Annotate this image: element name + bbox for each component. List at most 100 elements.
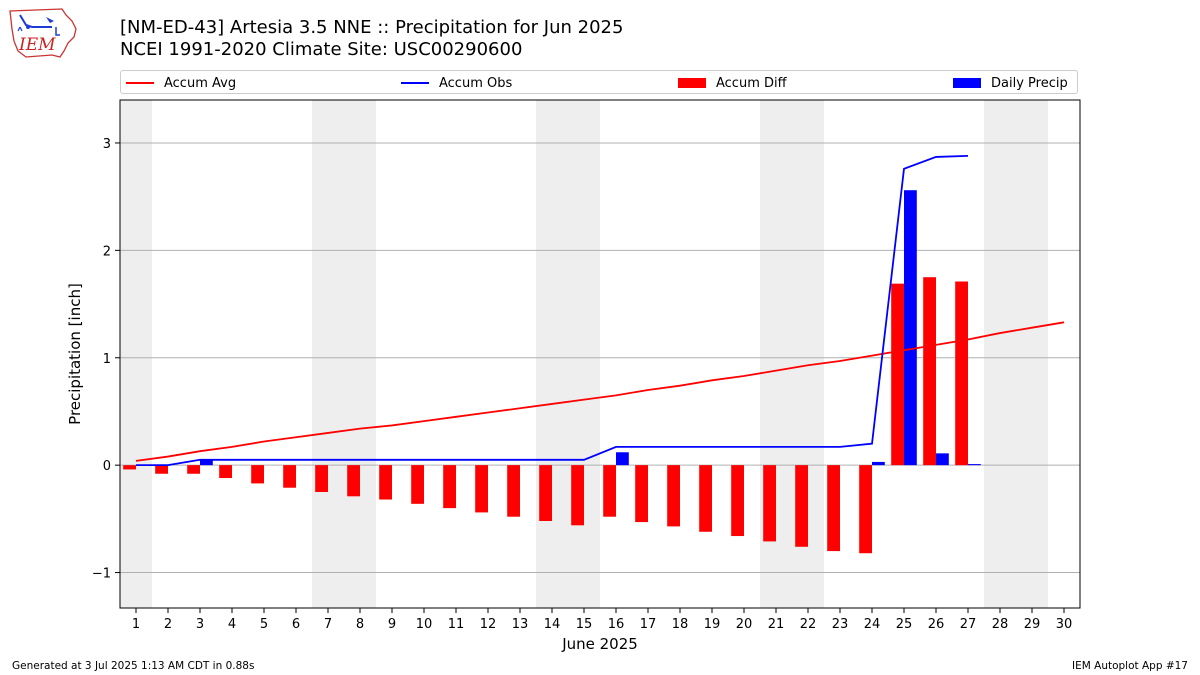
x-tick-label: 2 xyxy=(164,617,172,632)
x-tick-label: 21 xyxy=(768,617,785,632)
y-tick-label: 3 xyxy=(103,137,111,152)
weekend-band xyxy=(536,100,600,608)
x-axis-label: June 2025 xyxy=(561,635,638,653)
legend-label: Accum Obs xyxy=(439,75,513,91)
x-tick-label: 27 xyxy=(960,617,977,632)
accum-diff-bar xyxy=(699,465,712,532)
iem-logo: IEM xyxy=(9,8,77,58)
x-tick-label: 16 xyxy=(608,617,625,632)
x-tick-label: 20 xyxy=(736,617,753,632)
y-tick-label: 0 xyxy=(103,459,111,474)
legend-label: Accum Avg xyxy=(164,75,237,91)
x-tick-label: 26 xyxy=(928,617,945,632)
accum-diff-bar xyxy=(923,277,936,466)
y-tick-label: 1 xyxy=(103,352,111,367)
accum-diff-bar xyxy=(507,465,520,517)
x-tick-label: 11 xyxy=(448,617,465,632)
x-tick-label: 28 xyxy=(992,617,1009,632)
x-tick-label: 15 xyxy=(576,617,593,632)
accum-diff-bar xyxy=(635,465,648,523)
x-tick-label: 7 xyxy=(324,617,332,632)
x-tick-label: 8 xyxy=(356,617,364,632)
legend-swatch xyxy=(401,82,429,84)
daily-precip-bar xyxy=(904,190,917,466)
app-credit: IEM Autoplot App #17 xyxy=(1072,660,1188,672)
x-tick-label: 14 xyxy=(544,617,561,632)
accum-diff-bar xyxy=(347,465,360,497)
plot-frame xyxy=(119,99,1081,609)
legend-swatch xyxy=(126,82,154,84)
y-axis-label: Precipitation [inch] xyxy=(66,283,84,425)
grid-lines xyxy=(120,142,1080,574)
x-tick-label: 9 xyxy=(388,617,396,632)
chart-title: [NM-ED-43] Artesia 3.5 NNE :: Precipitat… xyxy=(120,17,624,38)
x-tick-label: 4 xyxy=(228,617,236,632)
x-tick-label: 17 xyxy=(640,617,657,632)
weekend-band xyxy=(984,100,1048,608)
accum-diff-bar xyxy=(891,283,904,466)
legend-label: Daily Precip xyxy=(991,75,1068,91)
x-tick-label: 3 xyxy=(196,617,204,632)
x-tick-label: 13 xyxy=(512,617,529,632)
daily-precip-bar xyxy=(936,453,949,466)
daily-precip-bar xyxy=(968,464,981,466)
x-tick-label: 10 xyxy=(416,617,433,632)
x-tick-label: 22 xyxy=(800,617,817,632)
legend-swatch xyxy=(953,78,981,88)
accum-diff-bar xyxy=(475,465,488,513)
y-tick-label: 2 xyxy=(103,244,111,259)
accum-diff-bar xyxy=(731,465,744,537)
legend-item-accum-avg: Accum Avg xyxy=(126,74,236,92)
accum-diff-bar xyxy=(283,465,296,488)
accum-diff-bar xyxy=(859,465,872,554)
accum-diff-bar xyxy=(411,465,424,504)
series-lines xyxy=(135,154,1065,467)
x-tick-label: 24 xyxy=(864,617,881,632)
x-tick-label: 30 xyxy=(1056,617,1073,632)
accum-avg-line xyxy=(135,321,1065,462)
legend-item-accum-obs: Accum Obs xyxy=(401,74,512,92)
x-tick-label: 5 xyxy=(260,617,268,632)
accum-diff-bar xyxy=(315,465,328,493)
y-tick-label: −1 xyxy=(92,567,111,582)
accum-obs-line xyxy=(136,154,969,467)
x-tick-label: 19 xyxy=(704,617,721,632)
weekend-band xyxy=(312,100,376,608)
x-tick-label: 25 xyxy=(896,617,913,632)
accum-diff-bar xyxy=(795,465,808,547)
chart-legend: Accum Avg Accum Obs Accum Diff Daily Pre… xyxy=(120,70,1078,94)
daily-precip-bar xyxy=(200,459,213,466)
accum-diff-bar xyxy=(603,465,616,517)
accum-diff-bar xyxy=(187,465,200,474)
accum-diff-bar xyxy=(219,465,232,479)
x-tick-label: 12 xyxy=(480,617,497,632)
accum-diff-bar xyxy=(571,465,584,526)
accum-diff-bar xyxy=(155,465,168,474)
legend-item-accum-diff: Accum Diff xyxy=(678,74,787,92)
logo-text: IEM xyxy=(18,35,56,55)
daily-precip-bar xyxy=(616,452,629,466)
accum-diff-bar xyxy=(539,465,552,522)
accum-diff-bar xyxy=(443,465,456,509)
generated-note: Generated at 3 Jul 2025 1:13 AM CDT in 0… xyxy=(12,660,255,672)
x-tick-label: 18 xyxy=(672,617,689,632)
x-tick-label: 29 xyxy=(1024,617,1041,632)
daily-precip-bar xyxy=(872,461,885,466)
chart-subtitle: NCEI 1991-2020 Climate Site: USC00290600 xyxy=(120,39,523,60)
legend-item-daily-precip: Daily Precip xyxy=(953,74,1068,92)
accum-diff-bar xyxy=(763,465,776,542)
accum-diff-bar xyxy=(955,281,968,466)
accum-diff-bar xyxy=(827,465,840,552)
bars xyxy=(123,190,981,554)
accum-diff-bar xyxy=(379,465,392,500)
accum-diff-bar xyxy=(251,465,264,484)
legend-swatch xyxy=(678,78,706,88)
accum-diff-bar xyxy=(667,465,680,527)
x-tick-label: 6 xyxy=(292,617,300,632)
legend-label: Accum Diff xyxy=(716,75,787,91)
weekend-band xyxy=(120,100,152,608)
x-tick-label: 23 xyxy=(832,617,849,632)
accum-diff-bar xyxy=(123,465,136,470)
